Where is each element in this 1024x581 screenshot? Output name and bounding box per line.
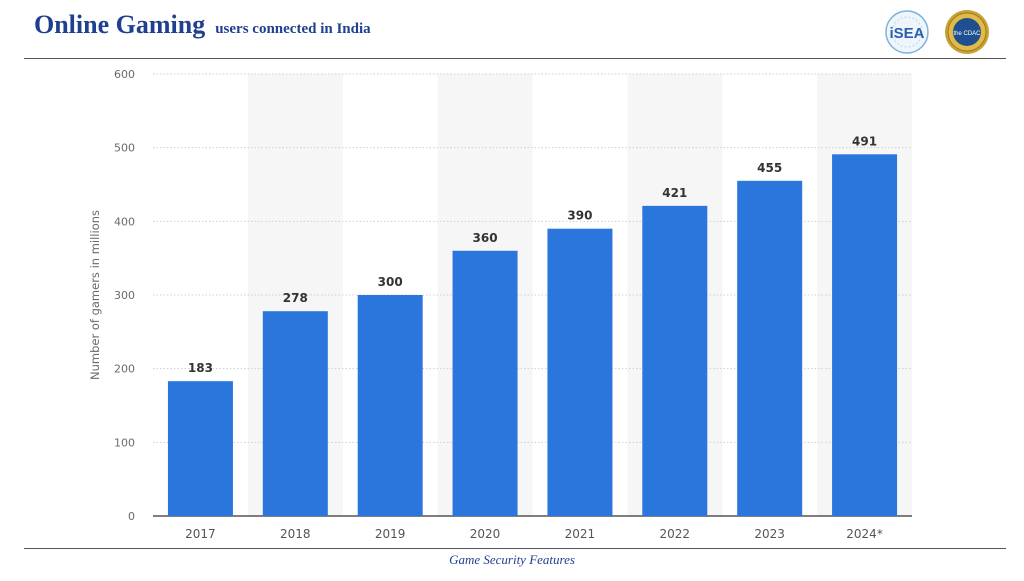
isea-logo: iSEA (885, 10, 929, 54)
page-title: Online Gaming users connected in India (34, 10, 371, 40)
footer-divider (24, 548, 1006, 549)
bar-2018 (262, 311, 328, 516)
bar-2020 (452, 250, 518, 517)
bar-2017 (167, 381, 233, 516)
bar-2024* (832, 154, 898, 516)
x-tick-label: 2018 (280, 527, 311, 541)
y-tick-label: 600 (114, 68, 135, 81)
x-tick-label: 2019 (375, 527, 406, 541)
data-label: 491 (852, 134, 877, 148)
bar-2019 (357, 295, 423, 516)
y-tick-label: 200 (114, 363, 135, 376)
data-label: 360 (473, 231, 498, 245)
bar-2021 (547, 228, 613, 516)
bar-2022 (642, 205, 708, 516)
x-tick-label: 2024* (846, 527, 883, 541)
data-label: 278 (283, 291, 308, 305)
y-axis-title: Number of gamers in millions (88, 210, 102, 380)
title-subtitle: users connected in India (215, 21, 371, 37)
header-divider (24, 58, 1006, 59)
y-tick-label: 400 (114, 215, 135, 228)
seal-logo-text: the CDAC (953, 31, 981, 37)
seal-logo: the CDAC (945, 10, 989, 54)
y-tick-label: 100 (114, 436, 135, 449)
y-tick-label: 500 (114, 142, 135, 155)
title-main: Online Gaming (34, 10, 206, 39)
x-tick-label: 2021 (565, 527, 596, 541)
y-tick-label: 0 (128, 510, 135, 523)
x-tick-label: 2023 (754, 527, 785, 541)
bar-2023 (737, 180, 803, 517)
data-label: 421 (662, 186, 687, 200)
data-label: 455 (757, 161, 782, 175)
data-label: 183 (188, 361, 213, 375)
data-label: 390 (567, 209, 592, 223)
x-tick-label: 2022 (660, 527, 691, 541)
x-tick-label: 2020 (470, 527, 501, 541)
isea-logo-text: iSEA (889, 25, 924, 42)
x-tick-label: 2017 (185, 527, 216, 541)
footer-text: Game Security Features (449, 552, 575, 567)
data-label: 300 (378, 275, 403, 289)
y-tick-label: 300 (114, 289, 135, 302)
